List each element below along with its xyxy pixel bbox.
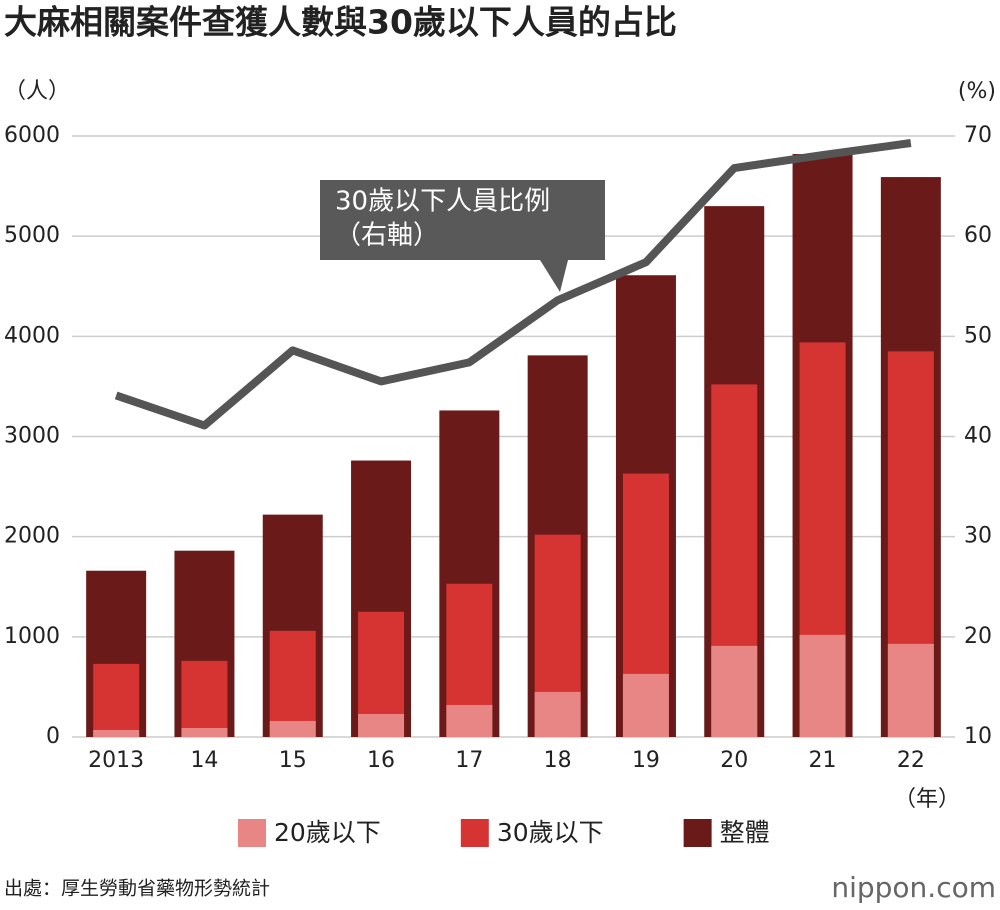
y2-tick-label: 20 <box>964 624 992 649</box>
bar <box>269 720 316 737</box>
x-tick-label: 21 <box>809 748 837 773</box>
chart-title: 大麻相關案件查獲人數與30歲以下人員的占比 <box>4 3 677 42</box>
x-tick-label: 16 <box>367 748 395 773</box>
y2-tick-label: 60 <box>964 223 992 248</box>
x-tick-label: 2013 <box>88 748 144 773</box>
bar <box>181 727 228 737</box>
y2-tick-label: 30 <box>964 524 992 549</box>
bar <box>269 630 316 737</box>
y2-tick-label: 70 <box>964 123 992 148</box>
bar <box>622 673 669 737</box>
bar <box>446 704 493 737</box>
source: 出處：厚生勞動省藥物形勢統計 <box>4 878 270 900</box>
x-tick-label: 22 <box>897 748 925 773</box>
y-tick-label: 0 <box>46 724 60 749</box>
annotation: （右軸） <box>335 221 439 251</box>
x-tick-label: 20 <box>720 748 748 773</box>
legend-swatch <box>683 819 712 847</box>
bar <box>534 691 581 737</box>
bar <box>181 660 228 737</box>
bar <box>93 729 140 737</box>
y2-tick-label: 50 <box>964 323 992 348</box>
logo: nippon.com <box>831 871 996 904</box>
y-tick-label: 4000 <box>4 323 60 348</box>
x-tick-label: 19 <box>632 748 660 773</box>
bar <box>887 643 934 737</box>
x-tick-label: 14 <box>190 748 218 773</box>
legend-label: 20歲以下 <box>274 818 381 847</box>
y2-tick-label: 40 <box>964 424 992 449</box>
x-tick-label: 15 <box>279 748 307 773</box>
y2-unit: (%) <box>958 79 996 104</box>
line <box>114 139 912 430</box>
legend-swatch <box>460 819 489 847</box>
y-tick-label: 6000 <box>4 123 60 148</box>
legend-label: 30歲以下 <box>497 818 604 847</box>
y-tick-label: 3000 <box>4 424 60 449</box>
bar <box>711 645 758 737</box>
y-tick-label: 5000 <box>4 223 60 248</box>
x-unit: （年） <box>894 787 960 812</box>
bar <box>358 713 405 737</box>
legend-swatch <box>238 819 266 847</box>
y2-tick-label: 10 <box>964 724 992 749</box>
y-tick-label: 1000 <box>4 624 60 649</box>
callout-box <box>320 180 605 292</box>
y-tick-label: 2000 <box>4 524 60 549</box>
bar <box>93 663 140 737</box>
y-unit: （人） <box>4 79 70 104</box>
x-tick-label: 17 <box>455 748 483 773</box>
annotation: 30歲以下人員比例 <box>335 187 550 217</box>
legend-label: 整體 <box>720 818 770 847</box>
bar <box>799 634 846 737</box>
x-tick-label: 18 <box>544 748 572 773</box>
